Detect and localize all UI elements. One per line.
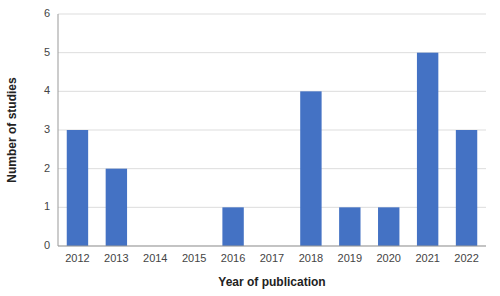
x-axis-line <box>58 246 486 247</box>
x-tick-label: 2018 <box>299 252 323 264</box>
y-tick-label: 6 <box>44 7 50 19</box>
bar <box>378 207 399 246</box>
x-tick-label: 2017 <box>260 252 284 264</box>
bar <box>456 130 477 246</box>
x-ticks: 2012 2013 2014 2015 2016 2017 2018 2019 2020 2021… <box>65 252 479 264</box>
y-tick-label: 1 <box>44 200 50 212</box>
x-tick-label: 2014 <box>143 252 167 264</box>
grid-line <box>58 246 486 247</box>
y-axis-label: Number of studies <box>5 77 19 183</box>
x-axis-label: Year of publication <box>218 275 325 289</box>
x-tick-label: 2016 <box>221 252 245 264</box>
y-axis-line <box>58 14 59 246</box>
x-tick-label: 2020 <box>376 252 400 264</box>
x-tick-label: 2012 <box>65 252 89 264</box>
bar <box>67 130 88 246</box>
y-tick-label: 0 <box>44 239 50 251</box>
y-tick-label: 5 <box>44 46 50 58</box>
bar <box>339 207 360 246</box>
grid-line <box>58 14 486 15</box>
y-tick-label: 3 <box>44 123 50 135</box>
bars <box>67 53 477 246</box>
x-tick-label: 2015 <box>182 252 206 264</box>
x-tick-label: 2013 <box>104 252 128 264</box>
x-tick-label: 2019 <box>338 252 362 264</box>
x-tick-label: 2022 <box>454 252 478 264</box>
bar <box>222 207 243 246</box>
chart-svg: 0123456201220132014201520162017201820192… <box>0 0 500 296</box>
bar <box>106 169 127 246</box>
y-tick-label: 4 <box>44 84 50 96</box>
x-tick-label: 2021 <box>415 252 439 264</box>
bar <box>417 53 438 246</box>
y-tick-label: 2 <box>44 162 50 174</box>
y-ticks: 0 1 2 3 4 5 6 <box>44 7 50 251</box>
bar <box>300 91 321 246</box>
grid <box>58 14 486 246</box>
chart-container: 0123456201220132014201520162017201820192… <box>0 0 500 296</box>
